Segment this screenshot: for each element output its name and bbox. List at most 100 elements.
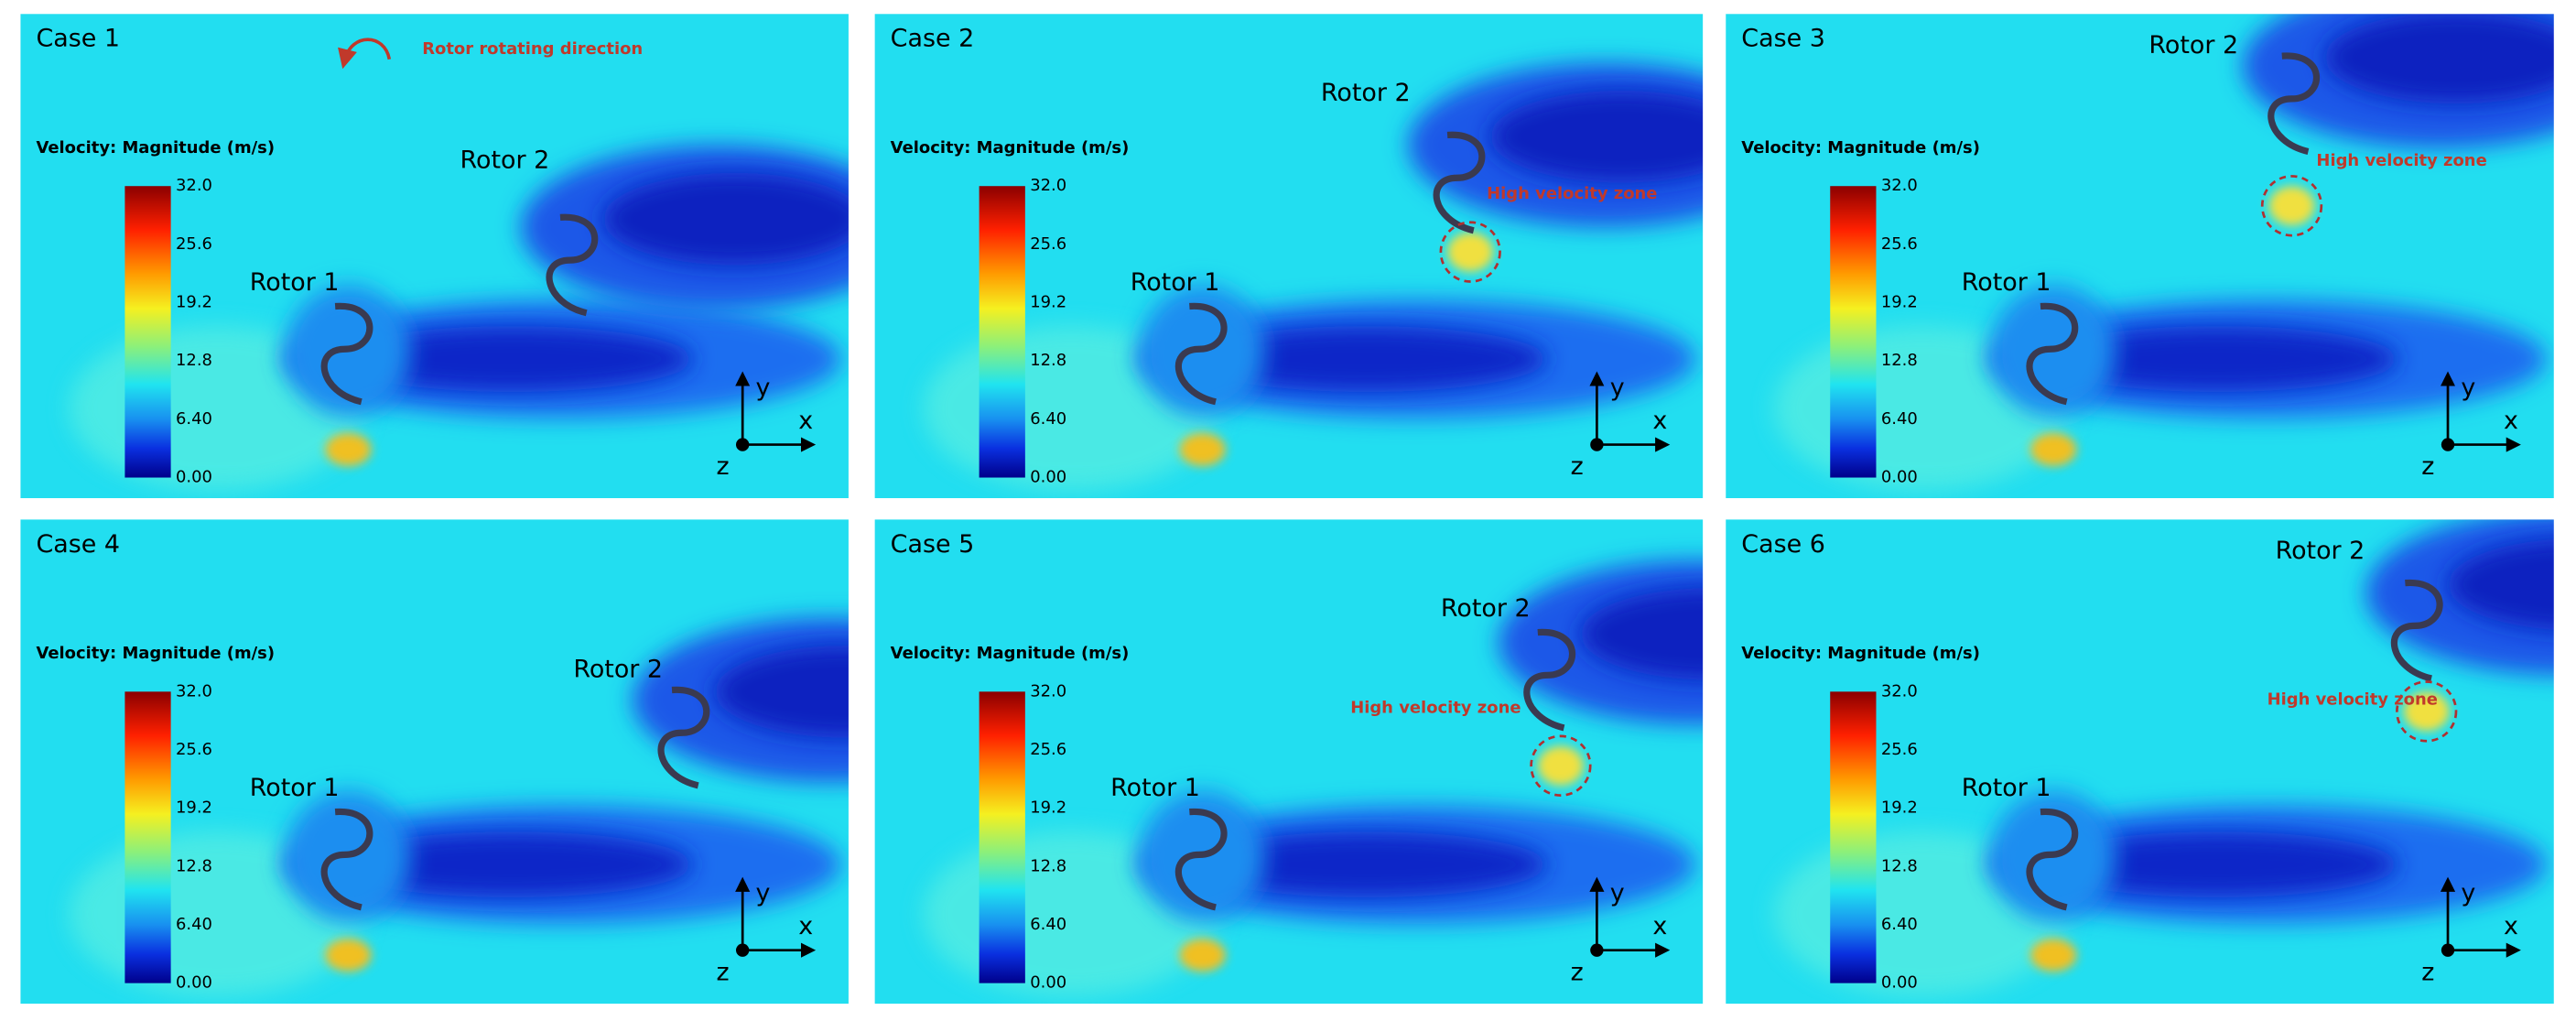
colorbar-tick-label: 12.8 xyxy=(1030,856,1066,875)
case-title: Case 2 xyxy=(891,25,975,53)
colorbar-tick-label: 25.6 xyxy=(1881,740,1918,759)
colorbar-tick-label: 32.0 xyxy=(1030,681,1066,701)
wake-core xyxy=(2037,326,2399,393)
rotor-label: Rotor 2 xyxy=(2276,537,2365,565)
colorbar-tick-label: 12.8 xyxy=(1881,351,1918,370)
colorbar-title: Velocity: Magnitude (m/s) xyxy=(36,138,275,157)
panel: Case 3 Velocity: Magnitude (m/s) 32.0 25.6 1… xyxy=(1724,12,2556,500)
colorbar xyxy=(124,691,171,983)
wake-core xyxy=(1185,831,1548,898)
axis-label: y xyxy=(2461,374,2475,402)
colorbar-tick-label: 32.0 xyxy=(1881,176,1918,195)
velocity-field xyxy=(873,518,1705,1005)
annotation: High velocity zone xyxy=(2268,690,2438,709)
colorbar-tick-label: 32.0 xyxy=(1030,176,1066,195)
axis-label: x xyxy=(798,407,813,435)
rotor-1-blade xyxy=(2026,302,2079,406)
colorbar-tick-label: 6.40 xyxy=(1881,409,1918,429)
colorbar-tick-label: 0.00 xyxy=(1030,973,1066,993)
axis-label: x xyxy=(798,912,813,940)
colorbar-tick-label: 12.8 xyxy=(176,856,212,875)
colorbar-tick-label: 0.00 xyxy=(176,973,212,993)
wake-core xyxy=(2037,831,2399,898)
colorbar-tick-label: 32.0 xyxy=(176,176,212,195)
colorbar-title: Velocity: Magnitude (m/s) xyxy=(891,644,1130,663)
axis-label: z xyxy=(716,452,729,481)
colorbar-tick-label: 19.2 xyxy=(1881,798,1918,818)
zone-circle xyxy=(2260,175,2323,237)
jet-blob xyxy=(325,432,372,466)
axis-origin xyxy=(736,438,750,451)
jet-blob xyxy=(1179,432,1226,466)
case-title: Case 3 xyxy=(1741,25,1825,53)
panel: Case 5 Velocity: Magnitude (m/s) 32.0 25.6 1… xyxy=(872,517,1705,1005)
axis-origin xyxy=(1590,943,1604,957)
wake-2-core xyxy=(1580,588,1705,680)
rotor-label: Rotor 1 xyxy=(1131,268,1220,297)
colorbar-tick-label: 25.6 xyxy=(1030,740,1066,759)
axis-label: y xyxy=(2461,879,2475,907)
axis-label: x xyxy=(1652,407,1667,435)
panel-border xyxy=(872,12,1705,500)
panel-border xyxy=(18,517,850,1005)
wake-2-core xyxy=(602,172,850,266)
colorbar-tick-label: 12.8 xyxy=(1030,351,1066,370)
colorbar-tick-label: 19.2 xyxy=(1030,293,1066,312)
wake-2-core xyxy=(1489,90,1705,183)
axis-label: z xyxy=(2421,958,2434,986)
colorbar-tick-label: 19.2 xyxy=(176,293,212,312)
rotor-2-blade xyxy=(546,213,599,317)
annotation: High velocity zone xyxy=(1350,698,1521,717)
rotation-arrow xyxy=(338,38,392,70)
case-title: Case 6 xyxy=(1741,530,1825,559)
axis-label: x xyxy=(2504,912,2518,940)
rotor-label: Rotor 1 xyxy=(1962,774,2051,802)
panel-border xyxy=(18,12,850,500)
jet-blob xyxy=(2030,939,2077,972)
case-title: Case 1 xyxy=(36,25,120,53)
colorbar-tick-label: 25.6 xyxy=(176,740,212,759)
colorbar-tick-label: 0.00 xyxy=(1030,468,1066,487)
colorbar-tick-label: 12.8 xyxy=(1881,856,1918,875)
panel: Case 6 Velocity: Magnitude (m/s) 32.0 25.6 1… xyxy=(1724,517,2556,1005)
jet-blob xyxy=(325,939,372,972)
colorbar-tick-label: 25.6 xyxy=(1030,234,1066,254)
rotor-1-blade xyxy=(320,808,373,911)
panel: Case 4 Velocity: Magnitude (m/s) 32.0 25.6 1… xyxy=(18,517,850,1005)
annotation: Rotor rotating direction xyxy=(422,39,643,59)
rotor-1-blade xyxy=(2026,808,2079,911)
axis-label: x xyxy=(1652,912,1667,940)
colorbar-tick-label: 19.2 xyxy=(1881,293,1918,312)
rotor-label: Rotor 1 xyxy=(250,774,340,802)
axis-origin xyxy=(1590,438,1604,451)
wake-core xyxy=(331,326,694,393)
colorbar-title: Velocity: Magnitude (m/s) xyxy=(36,644,275,663)
zone-blob xyxy=(2403,691,2450,732)
zone-blob xyxy=(1537,745,1585,786)
axis-origin xyxy=(736,943,750,957)
colorbar-tick-label: 19.2 xyxy=(1030,798,1066,818)
wake-2-core xyxy=(2448,538,2555,630)
axis-label: y xyxy=(1610,374,1625,402)
rotor-label: Rotor 2 xyxy=(2148,31,2238,60)
velocity-field xyxy=(19,518,850,1005)
wake-2-core xyxy=(2324,13,2555,104)
panel-border xyxy=(872,517,1705,1005)
rotor-label: Rotor 2 xyxy=(1441,594,1531,623)
rotor-1-blade xyxy=(1174,808,1228,911)
rotor-label: Rotor 2 xyxy=(1321,79,1411,107)
rotor-2-blade xyxy=(1523,628,1576,732)
rotor-2-blade xyxy=(1433,131,1486,234)
rotor-2-blade xyxy=(2268,52,2321,155)
wake-2-core xyxy=(714,645,850,738)
zone-blob xyxy=(2268,186,2315,226)
colorbar xyxy=(1830,691,1877,983)
colorbar-title: Velocity: Magnitude (m/s) xyxy=(1741,644,1980,663)
colorbar-tick-label: 0.00 xyxy=(1881,468,1918,487)
annotation: High velocity zone xyxy=(2316,151,2486,170)
panel-border xyxy=(1724,12,2556,500)
colorbar-tick-label: 32.0 xyxy=(1881,681,1918,701)
case-title: Case 4 xyxy=(36,530,120,559)
colorbar-tick-label: 19.2 xyxy=(176,798,212,818)
